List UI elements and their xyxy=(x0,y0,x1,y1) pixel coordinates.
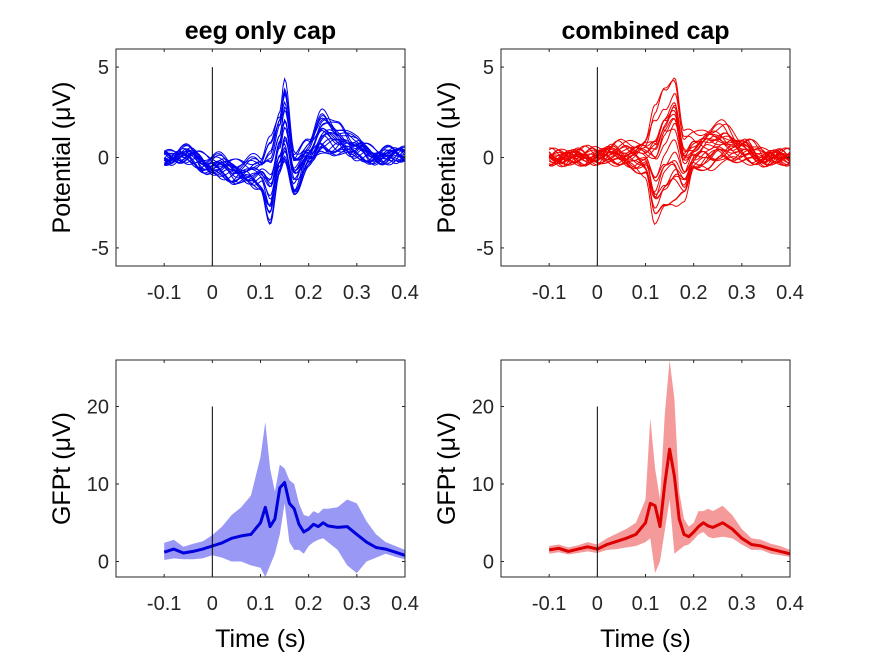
y-axis-label: Potential (μV) xyxy=(433,82,461,234)
y-tick-label: -5 xyxy=(91,238,109,260)
channel-trace xyxy=(549,93,790,162)
channel-trace xyxy=(548,77,790,159)
x-tick-label: 0 xyxy=(207,282,218,304)
channel-trace xyxy=(549,146,790,199)
y-tick-label: 10 xyxy=(472,474,494,496)
x-tick-label: 0.1 xyxy=(247,282,275,304)
mean-line xyxy=(163,481,405,557)
x-tick-label: 0.3 xyxy=(343,282,371,304)
x-tick-label: 0.3 xyxy=(343,593,371,615)
x-tick-label: 0 xyxy=(592,282,603,304)
x-tick-label: 0.3 xyxy=(728,282,756,304)
y-axis-label: Potential (μV) xyxy=(48,82,76,234)
channel-trace xyxy=(163,109,405,172)
channel-trace xyxy=(548,104,790,164)
x-tick-label: 0.2 xyxy=(295,593,323,615)
channel-trace xyxy=(164,148,405,222)
x-tick-label: 0.2 xyxy=(680,593,708,615)
channel-trace xyxy=(164,118,405,181)
chart-panel-3: -0.1 0 0.1 0.2 0.3 0.4 0 10 20 GFPt (μV) Time (s) xyxy=(48,359,419,653)
plot-content xyxy=(548,77,790,225)
x-axis-label: Time (s) xyxy=(600,625,691,653)
confidence-band xyxy=(164,422,405,577)
channel-trace xyxy=(163,134,405,207)
x-tick-label: 0.4 xyxy=(391,282,419,304)
chart-title: combined cap xyxy=(561,17,729,45)
plot-content xyxy=(548,360,790,574)
channel-trace xyxy=(548,122,790,165)
x-tick-label: -0.1 xyxy=(147,593,181,615)
y-tick-label: 5 xyxy=(483,57,494,79)
x-tick-label: 0.1 xyxy=(632,282,660,304)
chart-panel-1: -0.1 0 0.1 0.2 0.3 0.4 -5 0 5 eeg only cap Potenti… xyxy=(48,17,419,304)
y-axis-label: GFPt (μV) xyxy=(48,412,76,525)
y-tick-label: 0 xyxy=(483,552,494,574)
x-tick-label: 0.3 xyxy=(728,593,756,615)
confidence-band xyxy=(549,360,790,574)
channel-trace xyxy=(548,148,790,199)
y-tick-label: 0 xyxy=(483,148,494,170)
plot-content xyxy=(163,77,405,225)
mean-line xyxy=(548,447,790,556)
channel-trace xyxy=(164,132,405,185)
chart-panel-4: -0.1 0 0.1 0.2 0.3 0.4 0 10 20 GFPt (μV) Time (s) xyxy=(433,359,804,653)
x-tick-label: 0.2 xyxy=(680,282,708,304)
chart-panel-2: -0.1 0 0.1 0.2 0.3 0.4 -5 0 5 combined cap Potenti… xyxy=(433,17,804,304)
x-axis-label: Time (s) xyxy=(215,625,306,653)
x-tick-label: 0.1 xyxy=(632,593,660,615)
y-tick-label: 5 xyxy=(98,57,109,79)
x-tick-label: 0.4 xyxy=(391,593,419,615)
channel-trace xyxy=(548,151,790,209)
plot-content xyxy=(163,422,405,577)
x-tick-label: 0 xyxy=(592,593,603,615)
y-tick-label: 0 xyxy=(98,148,109,170)
x-tick-label: 0.4 xyxy=(776,282,804,304)
x-tick-label: 0.4 xyxy=(776,593,804,615)
y-tick-label: 20 xyxy=(472,397,494,419)
x-tick-label: 0.2 xyxy=(295,282,323,304)
x-tick-label: -0.1 xyxy=(532,282,566,304)
y-axis-label: GFPt (μV) xyxy=(433,412,461,525)
plot-area xyxy=(115,48,406,267)
y-tick-label: 20 xyxy=(87,397,109,419)
y-tick-label: 0 xyxy=(98,552,109,574)
x-tick-label: -0.1 xyxy=(532,593,566,615)
channel-trace xyxy=(548,143,790,179)
chart-title: eeg only cap xyxy=(185,17,336,45)
channel-trace xyxy=(163,100,405,170)
x-tick-label: -0.1 xyxy=(147,282,181,304)
x-tick-label: 0.1 xyxy=(247,593,275,615)
y-tick-label: 10 xyxy=(87,474,109,496)
x-tick-label: 0 xyxy=(207,593,218,615)
y-tick-label: -5 xyxy=(476,238,494,260)
